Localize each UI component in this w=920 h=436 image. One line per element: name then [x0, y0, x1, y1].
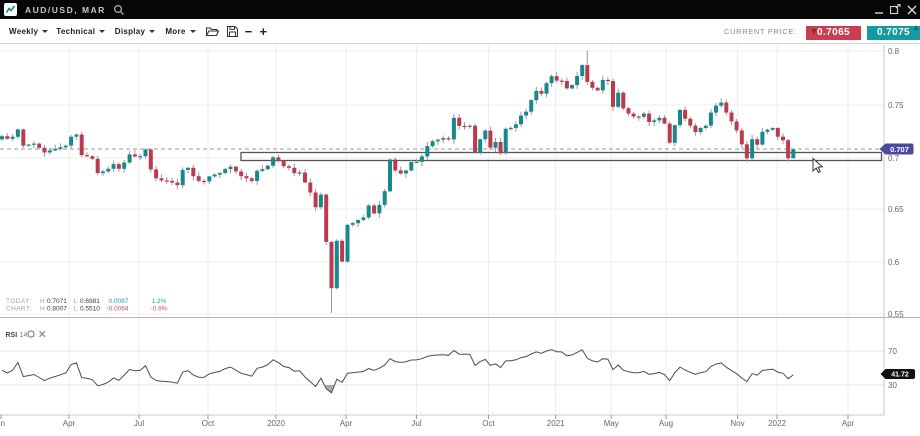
svg-text:Apr: Apr: [63, 419, 76, 428]
svg-text:Jul: Jul: [134, 419, 144, 428]
svg-text:0.6: 0.6: [888, 258, 900, 267]
svg-text:14: 14: [20, 332, 28, 339]
svg-text:L:: L:: [74, 298, 80, 305]
svg-text:H:: H:: [40, 306, 47, 313]
svg-text:CHART:: CHART:: [6, 306, 32, 313]
svg-text:0.707: 0.707: [890, 145, 909, 154]
svg-text:Oct: Oct: [202, 419, 215, 428]
svg-text:Apr: Apr: [340, 419, 353, 428]
svg-text:0.7: 0.7: [888, 154, 900, 163]
svg-text:TODAY:: TODAY:: [6, 298, 32, 305]
svg-text:H:: H:: [40, 298, 47, 305]
svg-text:2021: 2021: [547, 419, 565, 428]
svg-text:RSI: RSI: [6, 332, 18, 339]
svg-text:70: 70: [888, 347, 897, 356]
svg-text:Jul: Jul: [411, 419, 421, 428]
svg-text:1.2%: 1.2%: [152, 298, 167, 305]
svg-text:30: 30: [888, 381, 897, 390]
svg-text:Apr: Apr: [842, 419, 855, 428]
svg-text:0.55: 0.55: [888, 310, 904, 319]
svg-text:May: May: [604, 419, 619, 428]
svg-text:41.72: 41.72: [891, 372, 909, 379]
svg-text:Oct: Oct: [482, 419, 495, 428]
svg-text:Nov: Nov: [730, 419, 744, 428]
svg-text:Jan: Jan: [0, 419, 5, 428]
svg-text:0.7071: 0.7071: [47, 298, 67, 305]
svg-text:0.6981: 0.6981: [80, 298, 100, 305]
svg-text:-0.9%: -0.9%: [151, 306, 168, 313]
svg-text:0.5510: 0.5510: [80, 306, 100, 313]
svg-text:2020: 2020: [267, 419, 285, 428]
svg-text:2022: 2022: [768, 419, 786, 428]
svg-text:0.0087: 0.0087: [109, 298, 129, 305]
svg-text:0.75: 0.75: [888, 101, 904, 110]
svg-text:L:: L:: [74, 306, 80, 313]
svg-text:-0.0064: -0.0064: [107, 306, 129, 313]
svg-text:0.8007: 0.8007: [47, 306, 67, 313]
svg-text:Aug: Aug: [659, 419, 673, 428]
svg-text:0.8: 0.8: [888, 47, 900, 56]
svg-text:0.65: 0.65: [888, 205, 904, 214]
